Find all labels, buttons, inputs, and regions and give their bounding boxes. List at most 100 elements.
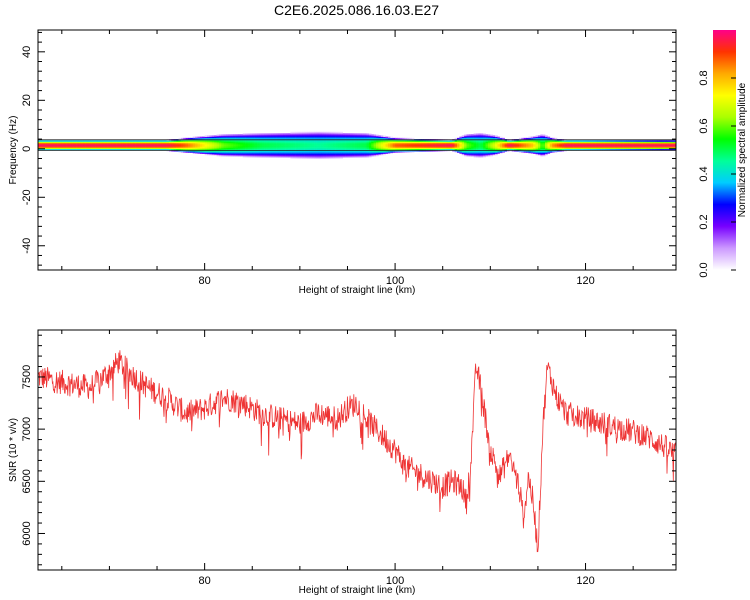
spectrogram-cell: [661, 140, 665, 142]
spectrogram-cell: [271, 135, 274, 137]
spectrogram-cell: [364, 136, 367, 139]
spectrogram-cell: [207, 140, 210, 142]
spectrogram-cell: [280, 148, 284, 151]
spectrogram-cell: [485, 136, 489, 139]
spectrogram-cell: [92, 145, 96, 147]
spectrogram-cell: [52, 146, 55, 148]
spectrogram-cell: [292, 152, 296, 154]
spectrogram-cell: [466, 141, 470, 144]
spectrogram-cell: [235, 135, 239, 137]
spectrogram-cell: [661, 147, 665, 150]
spectrogram-cell: [211, 153, 215, 156]
spectrogram-cell: [299, 136, 303, 139]
spectrogram-cell: [659, 147, 663, 150]
spectrogram-cell: [299, 135, 303, 137]
spectrogram-cell: [371, 142, 374, 145]
spectrogram-cell: [57, 140, 60, 142]
spectrogram-cell: [209, 136, 213, 139]
spectrogram-cell: [83, 148, 86, 151]
spectrogram-cell: [476, 135, 479, 137]
spectrogram-cell: [530, 145, 534, 147]
spectrogram-cell: [459, 136, 463, 139]
spectrogram-cell: [528, 140, 532, 142]
spectrogram-cell: [264, 154, 267, 157]
spectrogram-cell: [357, 153, 360, 156]
spectrogram-cell: [264, 141, 267, 144]
spectrogram-cell: [337, 152, 341, 154]
spectrogram-cell: [237, 147, 241, 150]
spectrogram-cell: [187, 141, 191, 144]
spectrogram-cell: [307, 156, 310, 158]
spectrogram-cell: [66, 147, 70, 150]
spectrogram-cell: [566, 143, 570, 146]
spectrogram-cell: [440, 147, 444, 150]
spectrogram-cell: [183, 137, 186, 140]
spectrogram-cell: [471, 152, 474, 154]
spectrogram-cell: [309, 147, 313, 150]
spectrogram-cell: [566, 142, 570, 145]
spectrogram-cell: [671, 141, 674, 144]
spectrogram-cell: [330, 154, 334, 157]
spectrogram-cell: [509, 140, 513, 142]
spectrogram-cell: [285, 142, 289, 145]
spectrogram-cell: [264, 147, 267, 150]
spectrogram-cell: [287, 154, 291, 157]
spectrogram-cell: [257, 154, 260, 157]
spectrogram-cell: [411, 145, 415, 147]
spectrogram-cell: [309, 134, 313, 136]
spectrogram-cell: [207, 143, 210, 146]
spectrogram-cell: [402, 151, 405, 153]
spectrogram-cell: [154, 147, 158, 150]
spectrogram-cell: [414, 146, 417, 148]
spectrogram-cell: [297, 133, 301, 135]
spectrogram-cell: [221, 153, 224, 156]
spectrogram-cell: [87, 145, 91, 147]
spectrogram-cell: [499, 148, 503, 151]
spectrogram-cell: [149, 143, 153, 146]
spectrogram-cell: [545, 145, 548, 147]
spectrogram-cell: [421, 140, 424, 142]
spectrogram-cell: [242, 156, 246, 158]
spectrogram-cell: [661, 145, 665, 147]
spectrogram-cell: [76, 141, 79, 144]
spectrogram-cell: [192, 147, 196, 150]
spectrogram-cell: [361, 141, 365, 144]
spectrogram-cell: [111, 145, 115, 147]
spectrogram-cell: [323, 133, 327, 135]
spectrogram-cell: [478, 143, 482, 146]
spectrogram-cell: [202, 140, 205, 142]
spectrogram-cell: [195, 143, 198, 146]
spectrogram-cell: [252, 151, 255, 153]
spectrogram-cell: [137, 148, 141, 151]
spectrogram-cell: [380, 142, 384, 145]
spectrogram-cell: [78, 141, 82, 144]
spectrogram-cell: [328, 135, 332, 137]
spectrogram-cell: [328, 136, 332, 139]
spectrogram-cell: [273, 146, 277, 148]
spectrogram-cell: [592, 142, 596, 145]
spectrogram-cell: [466, 137, 470, 140]
spectrogram-cell: [311, 156, 315, 158]
spectrogram-cell: [516, 146, 520, 148]
spectrogram-cell: [464, 140, 467, 142]
spectrogram-cell: [249, 137, 253, 140]
spectrogram-cell: [566, 141, 570, 144]
spectrogram-cell: [283, 140, 286, 142]
spectrogram-cell: [414, 143, 417, 146]
spectrogram-cell: [323, 156, 327, 158]
spectrogram-cell: [233, 142, 236, 145]
spectrogram-cell: [468, 151, 472, 153]
spectrogram-cell: [223, 143, 227, 146]
spectrogram-cell: [523, 151, 527, 153]
spectrogram-cell: [123, 148, 127, 151]
spectrogram-cell: [357, 142, 360, 145]
spectrogram-cell: [326, 135, 329, 137]
spectrogram-cell: [76, 143, 79, 146]
spectrogram-cell: [295, 153, 298, 156]
spectrogram-cell: [606, 143, 610, 146]
spectrogram-cell: [133, 140, 136, 142]
spectrogram-cell: [352, 148, 355, 151]
spectrogram-cell: [211, 137, 215, 140]
spectrogram-cell: [580, 147, 584, 150]
spectrogram-cell: [335, 156, 339, 158]
